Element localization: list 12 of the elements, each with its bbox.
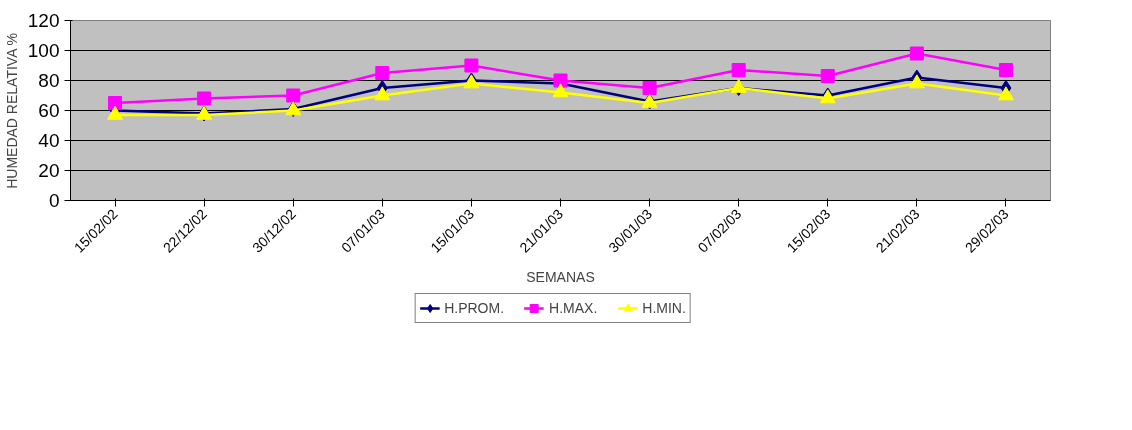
x-axis-title: SEMANAS bbox=[526, 269, 595, 286]
y-tick-label: 20 bbox=[38, 160, 60, 181]
y-tick-label: 100 bbox=[27, 40, 60, 61]
y-tick-label: 120 bbox=[27, 10, 60, 31]
y-tick-label: 60 bbox=[38, 100, 60, 121]
y-tick-label: 80 bbox=[38, 70, 60, 91]
legend-label: H.PROM. bbox=[444, 300, 505, 316]
legend-label: H.MIN. bbox=[642, 300, 686, 316]
y-tick-label: 0 bbox=[48, 190, 60, 211]
y-tick-label: 40 bbox=[38, 130, 60, 151]
legend-label: H.MAX. bbox=[549, 300, 598, 316]
y-axis-title: HUMEDAD RELATIVA % bbox=[3, 32, 20, 189]
